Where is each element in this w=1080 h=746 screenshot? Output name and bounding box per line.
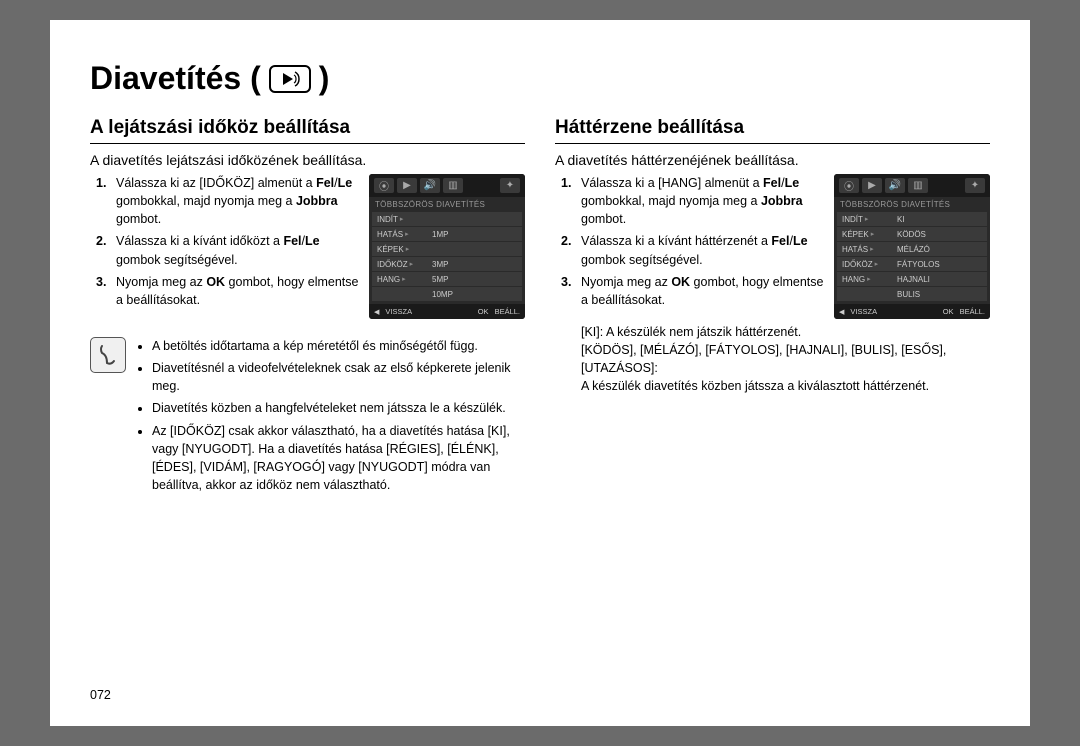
page-title: Diavetítés ( ): [90, 60, 990, 97]
right-column: Háttérzene beállítása A diavetítés hátté…: [555, 117, 990, 498]
ok-label: OK: [943, 307, 954, 316]
step-item: 3.Nyomja meg az OK gombot, hogy elmentse…: [116, 273, 359, 309]
section-heading-music: Háttérzene beállítása: [555, 117, 990, 144]
steps-with-screen: 1.Válassza ki a [HANG] almenüt a Fel/Le …: [555, 174, 990, 319]
lcd-battery-icon: ▥: [908, 178, 928, 193]
lcd-menu-rows: INDÍT▸HATÁS▸1MPKÉPEK▸IDŐKÖZ▸3MPHANG▸5MP1…: [369, 212, 525, 304]
set-label: BEÁLL.: [960, 307, 985, 316]
step-item: 1.Válassza ki az [IDŐKÖZ] almenüt a Fel/…: [116, 174, 359, 228]
step-item: 2.Válassza ki a kívánt háttérzenét a Fel…: [581, 232, 824, 268]
lcd-sound-icon: 🔊: [885, 178, 905, 193]
left-arrow-icon: ◀: [839, 308, 844, 316]
lcd-icon: ⦿: [839, 178, 859, 193]
note-item: Diavetítésnél a videofelvételeknek csak …: [152, 359, 525, 395]
lcd-top-icons: ⦿ ▶ 🔊 ▥ ✦: [834, 174, 990, 197]
note-bullets: A betöltés időtartama a kép méretétől és…: [136, 337, 525, 498]
camera-lcd-mock: ⦿ ▶ 🔊 ▥ ✦ TÖBBSZÖRÖS DIAVETÍTÉS INDÍT▸KI…: [834, 174, 990, 319]
lcd-row: HANG▸HAJNALI: [837, 272, 987, 286]
lcd-row: HATÁS▸1MP: [372, 227, 522, 241]
extra-line: A készülék diavetítés közben játssza a k…: [581, 377, 990, 395]
step-list: 1.Válassza ki az [IDŐKÖZ] almenüt a Fel/…: [90, 174, 359, 313]
lcd-sound-icon: 🔊: [420, 178, 440, 193]
lcd-icon: ⦿: [374, 178, 394, 193]
lcd-play-icon: ▶: [862, 178, 882, 193]
two-column-layout: A lejátszási időköz beállítása A diavetí…: [90, 117, 990, 498]
title-close: ): [319, 60, 330, 97]
note-item: A betöltés időtartama a kép méretétől és…: [152, 337, 525, 355]
note-box: A betöltés időtartama a kép méretétől és…: [90, 337, 525, 498]
manual-page: Diavetítés ( ) A lejátszási időköz beáll…: [50, 20, 1030, 726]
lcd-row: 10MP: [372, 287, 522, 301]
lcd-row: KÉPEK▸KÖDÖS: [837, 227, 987, 241]
lcd-row: HATÁS▸MÉLÁZÓ: [837, 242, 987, 256]
step-item: 2.Válassza ki a kívánt időközt a Fel/Le …: [116, 232, 359, 268]
lcd-bottom-bar: ◀ VISSZA OK BEÁLL.: [834, 304, 990, 319]
lcd-settings-icon: ✦: [965, 178, 985, 193]
lcd-battery-icon: ▥: [443, 178, 463, 193]
note-icon: [90, 337, 126, 373]
lcd-row: BULIS: [837, 287, 987, 301]
extra-line: [KI]: A készülék nem játszik háttérzenét…: [581, 323, 990, 341]
note-item: Az [IDŐKÖZ] csak akkor választható, ha a…: [152, 422, 525, 495]
lcd-settings-icon: ✦: [500, 178, 520, 193]
back-label: VISSZA: [850, 307, 877, 316]
camera-lcd-mock: ⦿ ▶ 🔊 ▥ ✦ TÖBBSZÖRÖS DIAVETÍTÉS INDÍT▸HA…: [369, 174, 525, 319]
left-arrow-icon: ◀: [374, 308, 379, 316]
lcd-row: HANG▸5MP: [372, 272, 522, 286]
lcd-menu-title: TÖBBSZÖRÖS DIAVETÍTÉS: [369, 197, 525, 212]
title-text: Diavetítés (: [90, 60, 261, 97]
lcd-menu-title: TÖBBSZÖRÖS DIAVETÍTÉS: [834, 197, 990, 212]
intro-text: A diavetítés háttérzenéjének beállítása.: [555, 152, 990, 168]
step-item: 1.Válassza ki a [HANG] almenüt a Fel/Le …: [581, 174, 824, 228]
back-label: VISSZA: [385, 307, 412, 316]
intro-text: A diavetítés lejátszási időközének beáll…: [90, 152, 525, 168]
steps-with-screen: 1.Válassza ki az [IDŐKÖZ] almenüt a Fel/…: [90, 174, 525, 319]
lcd-row: INDÍT▸KI: [837, 212, 987, 226]
ok-label: OK: [478, 307, 489, 316]
lcd-row: IDŐKÖZ▸3MP: [372, 257, 522, 271]
lcd-row: KÉPEK▸: [372, 242, 522, 256]
lcd-play-icon: ▶: [397, 178, 417, 193]
slideshow-icon: [269, 65, 311, 93]
lcd-menu-rows: INDÍT▸KIKÉPEK▸KÖDÖSHATÁS▸MÉLÁZÓIDŐKÖZ▸FÁ…: [834, 212, 990, 304]
lcd-bottom-bar: ◀ VISSZA OK BEÁLL.: [369, 304, 525, 319]
set-label: BEÁLL.: [495, 307, 520, 316]
extra-text: [KI]: A készülék nem játszik háttérzenét…: [555, 323, 990, 396]
page-number: 072: [90, 688, 111, 702]
left-column: A lejátszási időköz beállítása A diavetí…: [90, 117, 525, 498]
section-heading-interval: A lejátszási időköz beállítása: [90, 117, 525, 144]
lcd-row: IDŐKÖZ▸FÁTYOLOS: [837, 257, 987, 271]
lcd-row: INDÍT▸: [372, 212, 522, 226]
note-item: Diavetítés közben a hangfelvételeket nem…: [152, 399, 525, 417]
step-item: 3.Nyomja meg az OK gombot, hogy elmentse…: [581, 273, 824, 309]
lcd-top-icons: ⦿ ▶ 🔊 ▥ ✦: [369, 174, 525, 197]
extra-line: [KÖDÖS], [MÉLÁZÓ], [FÁTYOLOS], [HAJNALI]…: [581, 341, 990, 377]
step-list: 1.Válassza ki a [HANG] almenüt a Fel/Le …: [555, 174, 824, 313]
